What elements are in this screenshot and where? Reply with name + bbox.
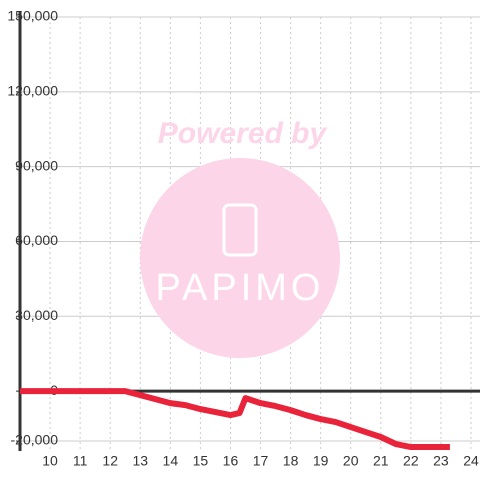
x-tick-label: 17 [253,453,269,469]
watermark-circle [140,158,340,358]
y-tick-label: 30,000 [15,307,58,323]
y-tick-label: 120,000 [7,83,58,99]
x-tick-label: 12 [102,453,118,469]
x-tick-label: 19 [313,453,329,469]
x-tick-label: 18 [283,453,299,469]
y-tick-label: -20,000 [11,432,59,448]
watermark-icon [222,203,258,257]
watermark-text: Powered by [158,117,328,150]
data-line [20,388,450,451]
y-tick-label: 150,000 [7,8,58,24]
x-tick-label: 16 [223,453,239,469]
x-tick-label: 11 [73,453,88,469]
x-tick-label: 24 [463,453,479,469]
x-tick-label: 21 [373,453,389,469]
watermark-logo: PAPIMO [156,267,325,309]
x-tick-label: 23 [433,453,449,469]
x-tick-label: 20 [343,453,359,469]
x-tick-label: 13 [132,453,148,469]
y-tick-label: 90,000 [15,157,58,173]
x-tick-label: 15 [193,453,209,469]
x-tick-label: 22 [403,453,419,469]
x-tick-label: 14 [163,453,179,469]
x-tick-label: 10 [42,453,58,469]
y-tick-label: 60,000 [15,232,58,248]
